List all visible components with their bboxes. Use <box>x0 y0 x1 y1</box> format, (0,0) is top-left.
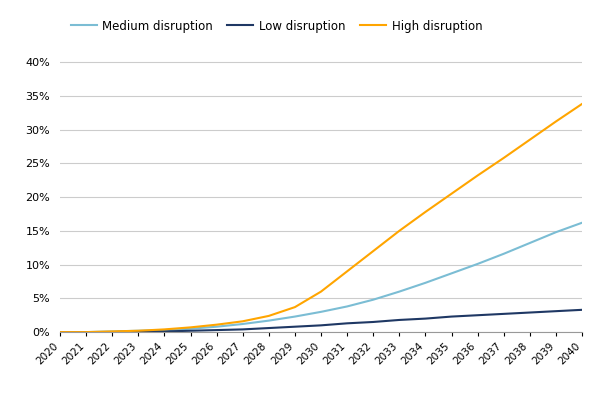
Low disruption <box>474 313 481 318</box>
Medium disruption <box>292 314 299 319</box>
Low disruption <box>239 327 247 332</box>
Line: Medium disruption: Medium disruption <box>60 223 582 332</box>
High disruption <box>553 119 560 124</box>
Low disruption <box>578 307 586 312</box>
Medium disruption <box>422 280 429 285</box>
High disruption <box>474 173 481 178</box>
High disruption <box>578 102 586 107</box>
Low disruption <box>500 311 508 316</box>
Medium disruption <box>109 329 116 334</box>
High disruption <box>344 269 351 274</box>
High disruption <box>161 327 168 332</box>
High disruption <box>422 209 429 214</box>
Medium disruption <box>135 328 142 333</box>
Low disruption <box>109 330 116 335</box>
Legend: Medium disruption, Low disruption, High disruption: Medium disruption, Low disruption, High … <box>66 15 487 37</box>
High disruption <box>317 289 325 294</box>
Low disruption <box>187 328 194 333</box>
Line: Low disruption: Low disruption <box>60 310 582 332</box>
High disruption <box>135 328 142 333</box>
Low disruption <box>265 326 272 330</box>
Medium disruption <box>239 322 247 326</box>
Medium disruption <box>526 241 533 245</box>
Medium disruption <box>396 289 403 294</box>
Medium disruption <box>56 330 64 335</box>
High disruption <box>448 191 455 196</box>
Medium disruption <box>578 220 586 225</box>
High disruption <box>83 330 90 335</box>
Medium disruption <box>500 252 508 256</box>
Medium disruption <box>213 324 220 329</box>
High disruption <box>265 313 272 318</box>
Low disruption <box>396 318 403 322</box>
Low disruption <box>83 330 90 335</box>
High disruption <box>370 249 377 254</box>
Medium disruption <box>344 304 351 309</box>
Medium disruption <box>448 271 455 276</box>
Low disruption <box>213 328 220 333</box>
High disruption <box>213 322 220 327</box>
Low disruption <box>161 329 168 334</box>
Medium disruption <box>83 330 90 335</box>
Low disruption <box>526 310 533 315</box>
Low disruption <box>56 330 64 335</box>
High disruption <box>396 228 403 233</box>
Low disruption <box>317 323 325 328</box>
High disruption <box>56 330 64 335</box>
Medium disruption <box>187 326 194 331</box>
Medium disruption <box>161 328 168 333</box>
Low disruption <box>135 329 142 334</box>
Medium disruption <box>317 309 325 314</box>
Low disruption <box>344 321 351 326</box>
Line: High disruption: High disruption <box>60 104 582 332</box>
Low disruption <box>422 316 429 321</box>
High disruption <box>109 329 116 334</box>
Low disruption <box>448 314 455 319</box>
High disruption <box>292 305 299 309</box>
Low disruption <box>553 309 560 313</box>
Medium disruption <box>553 230 560 234</box>
Low disruption <box>370 320 377 324</box>
Medium disruption <box>474 262 481 266</box>
High disruption <box>187 325 194 330</box>
High disruption <box>526 137 533 142</box>
Medium disruption <box>265 318 272 323</box>
High disruption <box>500 156 508 160</box>
Low disruption <box>292 324 299 329</box>
High disruption <box>239 319 247 324</box>
Medium disruption <box>370 297 377 302</box>
